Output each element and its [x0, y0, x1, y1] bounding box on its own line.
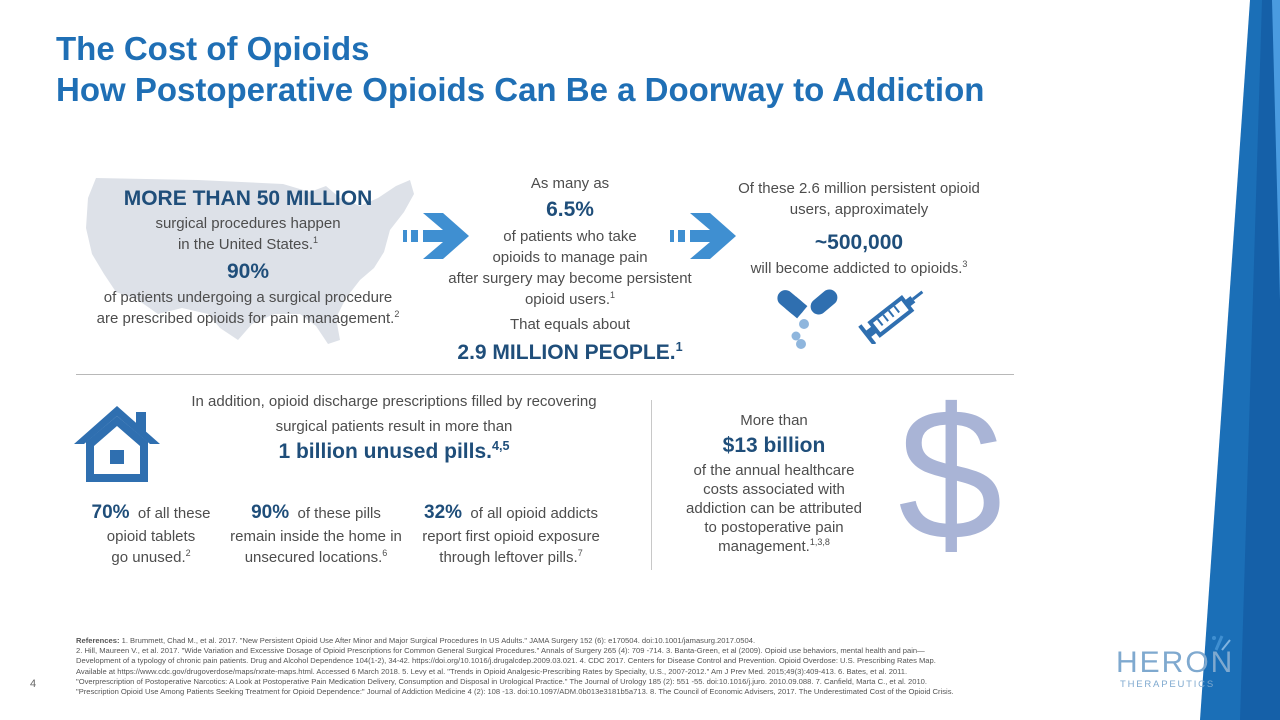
- unused-pills-headline: 1 billion unused pills.4,5: [278, 439, 510, 463]
- references: References: 1. Brummett, Chad M., et al.…: [76, 636, 1016, 697]
- prescribed-percent: 90%: [226, 260, 270, 283]
- cost-line-5: management.1,3,8: [718, 537, 830, 556]
- syringe-icon: [858, 290, 924, 344]
- pill-stat-1: 70% of all these opioid tablets go unuse…: [76, 502, 226, 568]
- prescribed-desc-1: of patients undergoing a surgical proced…: [103, 289, 393, 306]
- pills-intro-1: In addition, opioid discharge prescripti…: [191, 393, 597, 410]
- procedures-headline: MORE THAN 50 MILLION: [123, 187, 373, 210]
- references-line-6: "Prescription Opioid Use Among Patients …: [76, 687, 954, 697]
- pill-stat-2-line-3: unsecured locations.6: [244, 548, 388, 567]
- addicted-number: ~500,000: [814, 231, 904, 254]
- persistent-line-3: after surgery may become persistent: [448, 270, 692, 287]
- us-map-icon: [86, 178, 414, 344]
- section-divider: [76, 374, 1014, 375]
- persistent-line-4: opioid users.1: [524, 290, 616, 309]
- addicted-line-2: users, approximately: [789, 201, 929, 218]
- pill-stat-1-line-2: opioid tablets: [106, 528, 196, 545]
- procedures-line-1: surgical procedures happen: [155, 215, 341, 232]
- cost-line-2: costs associated with: [703, 481, 845, 498]
- cost-amount: $13 billion: [722, 434, 826, 457]
- logo-mark-icon: [1212, 635, 1231, 651]
- pill-stat-1-line-1: 70% of all these: [91, 502, 211, 523]
- healthcare-cost-stat: More than $13 billion of the annual heal…: [672, 410, 876, 556]
- persistent-line-1: of patients who take: [503, 228, 637, 245]
- pills-intro-2: surgical patients result in more than: [275, 418, 513, 435]
- cost-line-3: addiction can be attributed: [686, 500, 862, 517]
- pill-stat-3-line-3: through leftover pills.7: [439, 548, 583, 567]
- prescribed-desc-2: are prescribed opioids for pain manageme…: [96, 309, 400, 328]
- unused-pills-intro: In addition, opioid discharge prescripti…: [170, 391, 618, 467]
- pill-stat-2-line-1: 90% of these pills: [251, 502, 381, 523]
- references-line-3: Development of a typology of chronic pai…: [76, 656, 936, 666]
- addicted-desc: will become addicted to opioids.3: [750, 259, 968, 278]
- pill-stat-3: 32% of all opioid addicts report first o…: [406, 502, 616, 568]
- pill-stat-3-line-2: report first opioid exposure: [422, 528, 600, 545]
- logo-name: HERON: [1116, 646, 1235, 679]
- references-line-4: Available at https://www.cdc.gov/drugove…: [76, 666, 908, 676]
- pill-stat-1-line-3: go unused.2: [111, 548, 191, 567]
- surgical-procedures-stat: MORE THAN 50 MILLION surgical procedures…: [78, 185, 418, 329]
- vertical-divider: [651, 400, 652, 570]
- persistent-percent: 6.5%: [546, 198, 594, 221]
- dollar-icon: $: [898, 369, 1003, 579]
- references-line-2: 2. Hill, Maureen V., et al. 2017. "Wide …: [76, 646, 925, 656]
- million-people: 2.9 MILLION PEOPLE.1: [457, 340, 683, 364]
- arrow-right-icon: [403, 213, 469, 259]
- page-number: 4: [30, 678, 37, 690]
- cost-line-1: of the annual healthcare: [693, 462, 855, 479]
- heron-logo: HERON THERAPEUTICS: [1116, 632, 1236, 692]
- pill-stat-2: 90% of these pills remain inside the hom…: [226, 502, 406, 568]
- pills-icon: [777, 289, 838, 349]
- references-line-5: "Overprescription of Postoperative Narco…: [76, 676, 928, 686]
- title-line-1: The Cost of Opioids: [56, 30, 370, 67]
- decorative-sidebar: [1200, 0, 1280, 720]
- pill-stat-3-line-1: 32% of all opioid addicts: [424, 502, 598, 523]
- pill-stat-2-line-2: remain inside the home in: [230, 528, 402, 545]
- addicted-line-1: Of these 2.6 million persistent opioid: [738, 180, 980, 197]
- cost-pre: More than: [740, 412, 808, 429]
- arrow-right-icon: [670, 213, 736, 259]
- equals-about: That equals about: [509, 316, 631, 333]
- page-title: The Cost of Opioids How Postoperative Op…: [56, 28, 984, 110]
- logo-subtitle: THERAPEUTICS: [1120, 679, 1215, 690]
- procedures-line-2: in the United States.1: [177, 235, 319, 254]
- persistent-line-2: opioids to manage pain: [492, 249, 648, 266]
- addicted-stat: Of these 2.6 million persistent opioid u…: [724, 178, 994, 279]
- persistent-users-stat: As many as 6.5% of patients who take opi…: [425, 173, 715, 369]
- references-line-1: References: 1. Brummett, Chad M., et al.…: [76, 636, 756, 645]
- house-icon: [74, 406, 160, 482]
- title-line-2: How Postoperative Opioids Can Be a Doorw…: [56, 71, 985, 108]
- cost-line-4: to postoperative pain: [704, 519, 844, 536]
- as-many-as: As many as: [530, 175, 610, 192]
